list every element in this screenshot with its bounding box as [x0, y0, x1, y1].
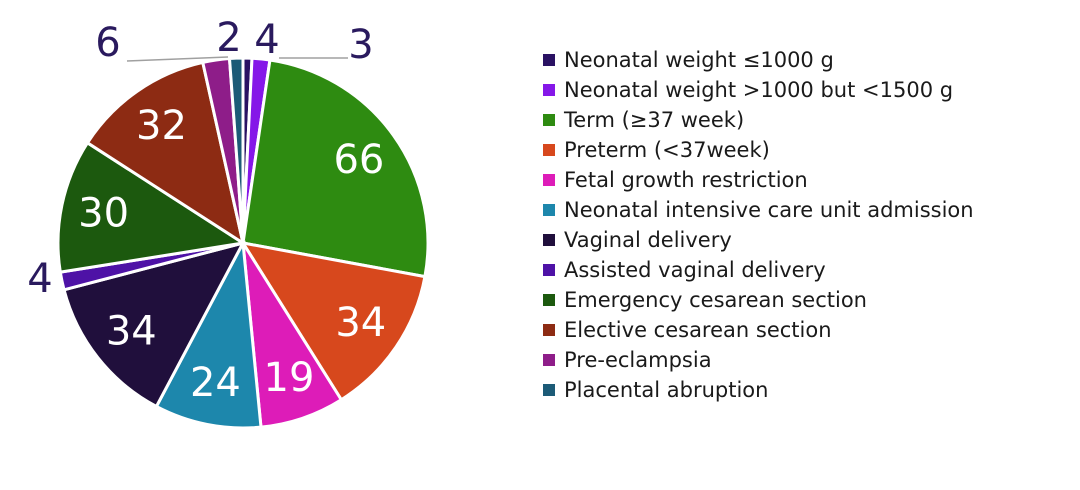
legend-marker-swatch	[543, 144, 555, 156]
legend-label: Preterm (<37week)	[564, 138, 770, 162]
pie-slice	[56, 140, 248, 274]
pie-slice	[85, 60, 246, 247]
legend-marker-swatch	[543, 264, 555, 276]
legend-label: Vaginal delivery	[564, 228, 732, 252]
legend-marker-swatch	[543, 294, 555, 306]
legend-item: Term (≥37 week)	[543, 105, 974, 135]
pie-slice	[62, 240, 246, 409]
pie-slice	[239, 240, 427, 402]
legend-label: Term (≥37 week)	[564, 108, 745, 132]
slice-value-label-inside: 66	[333, 137, 384, 183]
legend-item: Pre-eclampsia	[543, 345, 974, 375]
legend-item: Emergency cesarean section	[543, 285, 974, 315]
legend-item: Vaginal delivery	[543, 225, 974, 255]
legend-label: Neonatal intensive care unit admission	[564, 198, 974, 222]
slice-value-label-outside: 3	[348, 22, 373, 68]
slice-value-label-outside: 6	[95, 20, 120, 66]
slice-value-label-inside: 34	[335, 300, 386, 346]
legend-marker-swatch	[543, 84, 555, 96]
legend-marker-swatch	[543, 234, 555, 246]
slice-value-label-inside: 24	[190, 360, 241, 406]
slice-value-label-inside: 19	[264, 355, 315, 401]
slice-value-label-outside: 2	[216, 15, 241, 61]
legend-item: Neonatal weight ≤1000 g	[543, 45, 974, 75]
slice-value-label-outside: 4	[27, 256, 52, 302]
legend-label: Neonatal weight ≤1000 g	[564, 48, 834, 72]
legend-item: Fetal growth restriction	[543, 165, 974, 195]
slice-value-label-outside: 4	[254, 17, 279, 63]
legend-label: Assisted vaginal delivery	[564, 258, 826, 282]
legend-marker-swatch	[543, 174, 555, 186]
legend-label: Elective cesarean section	[564, 318, 832, 342]
legend-marker-swatch	[543, 54, 555, 66]
legend-label: Placental abruption	[564, 378, 769, 402]
legend-item: Neonatal intensive care unit admission	[543, 195, 974, 225]
pie-slice	[227, 56, 245, 244]
legend-marker-swatch	[543, 324, 555, 336]
legend-label: Emergency cesarean section	[564, 288, 867, 312]
legend-item: Assisted vaginal delivery	[543, 255, 974, 285]
pie-slice	[154, 237, 263, 430]
label-leader-line	[126, 56, 229, 62]
legend-item: Neonatal weight >1000 but <1500 g	[543, 75, 974, 105]
slice-value-label-inside: 34	[106, 308, 157, 354]
legend-label: Fetal growth restriction	[564, 168, 808, 192]
legend-marker-swatch	[543, 114, 555, 126]
slice-value-label-inside: 30	[78, 191, 129, 237]
legend: Neonatal weight ≤1000 g Neonatal weight >…	[543, 45, 974, 405]
slice-value-label-inside: 32	[136, 103, 187, 149]
legend-item: Elective cesarean section	[543, 315, 974, 345]
legend-marker-swatch	[543, 204, 555, 216]
legend-item: Preterm (<37week)	[543, 135, 974, 165]
legend-marker-swatch	[543, 354, 555, 366]
legend-item: Placental abruption	[543, 375, 974, 405]
pie-slice	[241, 58, 430, 279]
legend-marker-swatch	[543, 384, 555, 396]
legend-label: Neonatal weight >1000 but <1500 g	[564, 78, 954, 102]
legend-label: Pre-eclampsia	[564, 348, 712, 372]
